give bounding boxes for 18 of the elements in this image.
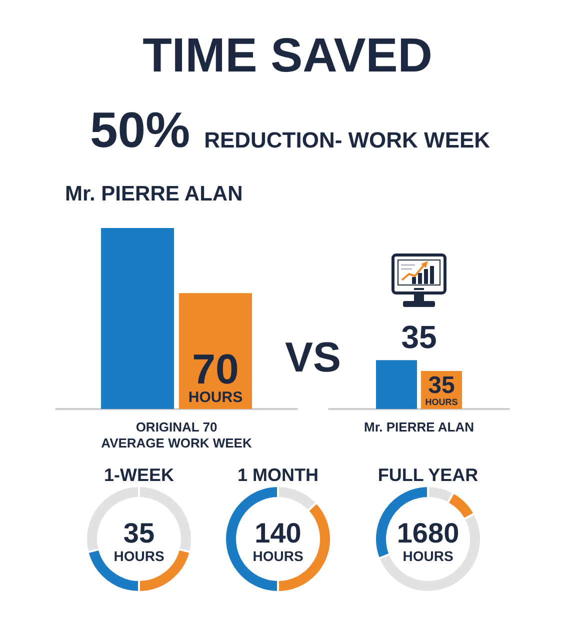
text: HOURS [252, 548, 304, 564]
chart-title: FULL YEAR [378, 465, 478, 485]
annotation: VS [284, 334, 342, 380]
annotation: 70 HOURS [188, 346, 243, 406]
annotation: 35 [401, 319, 437, 355]
text: REDUCTION- WORK WEEK [204, 128, 490, 152]
text: 1680 [396, 518, 460, 548]
chart-title: 1 MONTH [238, 465, 318, 485]
annotation: 35 HOURS [425, 372, 458, 407]
text: HOURS [114, 548, 164, 564]
text: HOURS [402, 548, 454, 564]
text: 140 [254, 518, 302, 548]
chart-title: 1-WEEK [104, 465, 174, 485]
text: Mr. PIERRE ALAN [65, 182, 243, 206]
x-tick-label: ORIGINAL 70 AVERAGE WORK WEEK [101, 420, 252, 450]
text: 35 [123, 518, 155, 548]
chart-title: TIME SAVED [142, 30, 432, 82]
text: 50% [90, 102, 190, 158]
